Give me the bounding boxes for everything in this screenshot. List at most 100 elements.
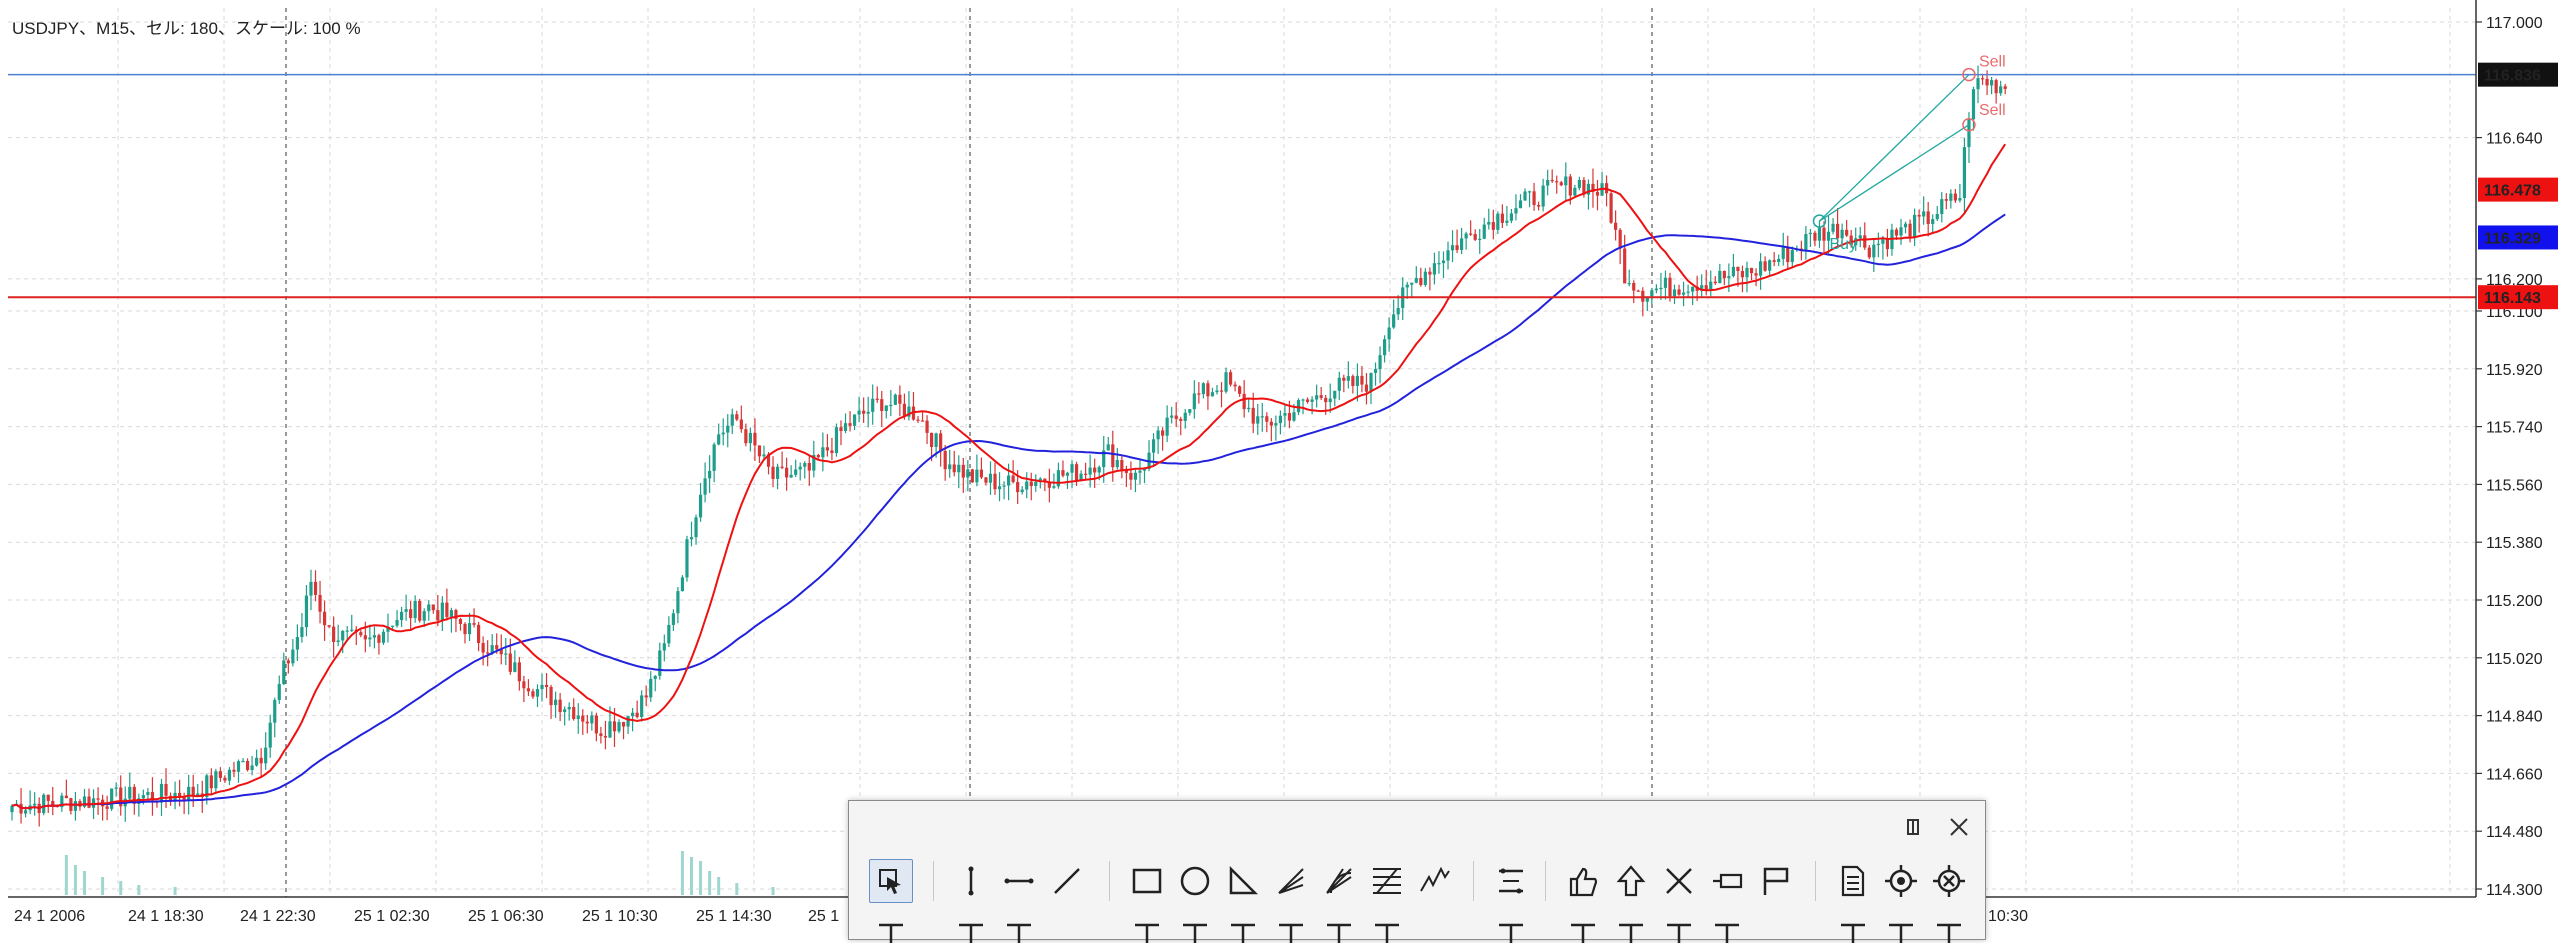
- candle-body: [603, 735, 608, 738]
- candle-body: [1546, 179, 1550, 186]
- candle-body: [1962, 147, 1967, 199]
- close-icon[interactable]: [1943, 811, 1975, 843]
- candle-body: [1423, 271, 1427, 285]
- fibo-fan-icon[interactable]: [1317, 859, 1361, 903]
- sell-label: Sell: [1979, 54, 2006, 71]
- candle-body: [1360, 375, 1364, 385]
- candle-body: [775, 466, 780, 479]
- candle-body: [631, 712, 635, 717]
- triangle-icon[interactable]: [1221, 859, 1265, 903]
- candle-body: [1691, 286, 1695, 292]
- select-icon[interactable]: [869, 859, 913, 903]
- candle-body: [1102, 450, 1106, 468]
- document-icon[interactable]: [1831, 859, 1875, 903]
- candle-body: [377, 635, 381, 643]
- candle-body: [1215, 390, 1219, 393]
- toolbar-tool-icon[interactable]: [1365, 913, 1409, 943]
- candle-body: [1976, 78, 1980, 90]
- toolbar-tool-icon[interactable]: [1489, 913, 1533, 943]
- price-axis-panel[interactable]: [2476, 0, 2560, 932]
- target-icon[interactable]: [1879, 859, 1923, 903]
- sell-marker: [1962, 67, 1976, 82]
- candle-body: [721, 432, 725, 435]
- candle-body: [1183, 412, 1187, 421]
- candle-body: [449, 610, 454, 618]
- toolbar-tool-icon[interactable]: [1879, 913, 1923, 943]
- arrow-up-icon[interactable]: [1609, 859, 1653, 903]
- candle-body: [757, 445, 762, 457]
- pitchfork-icon[interactable]: [1269, 859, 1313, 903]
- price-tick-label: 115.380: [2486, 535, 2543, 552]
- toolbar-tool-icon[interactable]: [1657, 913, 1701, 943]
- toolbar-tool-icon[interactable]: [1831, 913, 1875, 943]
- candle-body: [64, 795, 68, 799]
- candle-body: [1713, 281, 1717, 284]
- candle-body: [599, 733, 603, 736]
- toolbar-tool-icon[interactable]: [1561, 913, 1605, 943]
- price-tick-label: 116.200: [2486, 272, 2543, 289]
- trade-line: [1819, 74, 1970, 222]
- thumbs-up-icon[interactable]: [1561, 859, 1605, 903]
- candle-body: [1084, 473, 1088, 475]
- drawing-toolbar[interactable]: [848, 800, 1986, 943]
- pin-icon[interactable]: [1897, 811, 1929, 843]
- price-tick-label: 115.200: [2486, 593, 2543, 610]
- cross-icon[interactable]: [1657, 859, 1701, 903]
- candle-body: [1627, 283, 1631, 285]
- candle-body: [943, 450, 947, 470]
- toolbar-tool-icon[interactable]: [1269, 913, 1313, 943]
- candle-body: [164, 783, 168, 796]
- ma-slow-line: [11, 213, 2006, 810]
- toolbar-tool-icon[interactable]: [1927, 913, 1971, 943]
- volume-bar: [119, 881, 123, 895]
- candle-body: [830, 450, 834, 454]
- candle-body: [458, 618, 463, 624]
- candle-body: [816, 454, 820, 458]
- candle-body: [1491, 222, 1495, 230]
- toolbar-tool-icon[interactable]: [869, 913, 913, 943]
- flag-icon[interactable]: [1753, 859, 1797, 903]
- label-icon[interactable]: [1705, 859, 1749, 903]
- buy-label: Buy: [1829, 236, 1857, 253]
- price-badge-label: 116.478: [2484, 183, 2541, 200]
- candle-body: [1097, 467, 1101, 473]
- candle-body: [1464, 233, 1468, 239]
- volume-bar: [771, 887, 775, 895]
- horizontal-line-icon[interactable]: [997, 859, 1041, 903]
- candle-body: [404, 609, 408, 612]
- candle-body: [626, 716, 630, 727]
- price-tick-label: 115.560: [2486, 477, 2543, 494]
- candle-body: [1908, 223, 1912, 237]
- toolbar-tool-icon[interactable]: [997, 913, 1041, 943]
- toolbar-tool-icon[interactable]: [1609, 913, 1653, 943]
- ellipse-icon[interactable]: [1173, 859, 1217, 903]
- toolbar-tool-icon[interactable]: [1173, 913, 1217, 943]
- circle-cross-icon[interactable]: [1927, 859, 1971, 903]
- trendline-icon[interactable]: [1045, 859, 1089, 903]
- vertical-line-icon[interactable]: [949, 859, 993, 903]
- rectangle-icon[interactable]: [1125, 859, 1169, 903]
- fibo-retracement-icon[interactable]: [1365, 859, 1409, 903]
- toolbar-tool-icon[interactable]: [1221, 913, 1265, 943]
- candle-body: [291, 649, 295, 664]
- candle-body: [1686, 291, 1690, 293]
- candle-body: [871, 398, 875, 412]
- channel-icon[interactable]: [1489, 859, 1533, 903]
- toolbar-tool-icon[interactable]: [1705, 913, 1749, 943]
- toolbar-tool-icon[interactable]: [1125, 913, 1169, 943]
- candle-body: [386, 626, 390, 632]
- candle-body: [572, 707, 576, 719]
- toolbar-separator: [1815, 861, 1816, 901]
- toolbar-titlebar[interactable]: [849, 801, 1985, 853]
- toolbar-tool-icon[interactable]: [1317, 913, 1361, 943]
- candle-body: [1346, 376, 1350, 381]
- toolbar-tool-icon[interactable]: [949, 913, 993, 943]
- candle-body: [105, 806, 109, 809]
- elliott-wave-icon[interactable]: [1413, 859, 1457, 903]
- candle-body: [961, 464, 965, 478]
- volume-bars: [64, 851, 775, 895]
- candle-body: [1681, 292, 1686, 295]
- candle-body: [264, 747, 268, 764]
- candle-body: [834, 427, 839, 454]
